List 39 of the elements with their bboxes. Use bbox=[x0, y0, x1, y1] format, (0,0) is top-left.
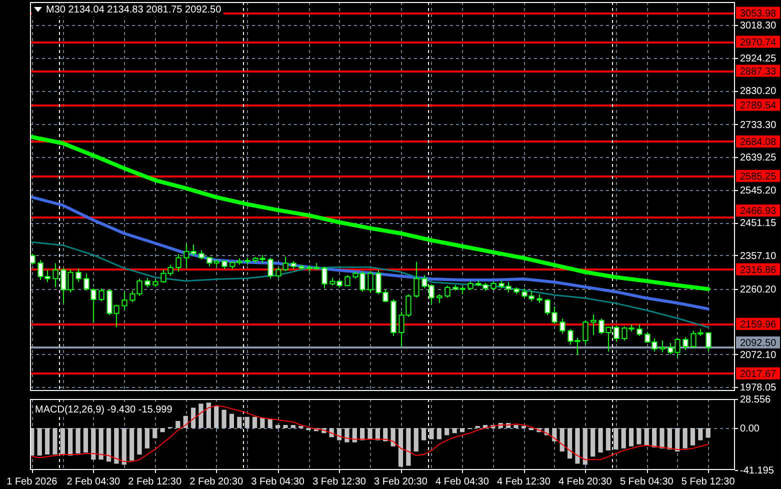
ref-line-label: 2017.67 bbox=[740, 368, 777, 380]
ref-line-label: 2887.33 bbox=[740, 66, 777, 78]
ref-line-label: 2970.74 bbox=[740, 37, 777, 48]
ref-line-label: 2316.86 bbox=[740, 264, 777, 276]
y-tick-label: 2451.15 bbox=[740, 218, 777, 230]
ref-line-label: 2466.93 bbox=[740, 206, 777, 218]
ref-line-label: 2684.08 bbox=[740, 136, 777, 148]
x-tick-label: 3 Feb 20:30 bbox=[374, 476, 428, 488]
y-tick-label: 1978.05 bbox=[740, 382, 777, 394]
x-tick-label: 3 Feb 12:30 bbox=[312, 476, 366, 488]
y-tick-label: 2830.20 bbox=[740, 86, 777, 98]
ref-line-label: 3053.98 bbox=[740, 8, 777, 20]
y-tick-label: 2545.20 bbox=[740, 185, 777, 196]
ref-line-label: 2159.96 bbox=[740, 319, 777, 330]
y-tick-label: 2260.20 bbox=[740, 284, 777, 296]
y-tick-label: 2357.10 bbox=[740, 250, 777, 262]
ref-line-label: 2585.25 bbox=[740, 171, 777, 182]
x-tick-label: 5 Feb 12:30 bbox=[681, 476, 736, 488]
x-tick-label: 3 Feb 04:30 bbox=[251, 476, 305, 488]
y-tick-label: 2733.30 bbox=[740, 120, 777, 131]
x-tick-label: 4 Feb 04:30 bbox=[436, 476, 490, 488]
x-tick-label: 2 Feb 12:30 bbox=[128, 476, 182, 488]
x-tick-label: 4 Feb 20:30 bbox=[558, 476, 612, 488]
y-tick-label: 2924.25 bbox=[740, 53, 777, 64]
y-tick-label: 28.556 bbox=[740, 394, 772, 406]
x-tick-label: 5 Feb 04:30 bbox=[620, 476, 674, 488]
y-tick-label: 3018.30 bbox=[740, 20, 777, 32]
ref-line-label: 2789.54 bbox=[740, 100, 777, 112]
y-tick-label: 0.00 bbox=[740, 424, 760, 435]
ref-line-label: 2092.50 bbox=[740, 338, 777, 349]
chart-title: M30 2134.04 2134.83 2081.75 2092.50 bbox=[46, 4, 222, 16]
x-tick-label: 2 Feb 20:30 bbox=[190, 476, 244, 488]
y-tick-label: 2072.10 bbox=[740, 350, 777, 361]
x-tick-label: 4 Feb 12:30 bbox=[497, 476, 551, 488]
y-tick-label: -41.195 bbox=[740, 466, 774, 476]
text: MACD(12,26,9) -9.430 -15.999 bbox=[35, 404, 173, 416]
x-tick-label: 1 Feb 2026 bbox=[6, 476, 58, 488]
x-tick-label: 2 Feb 04:30 bbox=[66, 476, 121, 488]
y-tick-label: 2639.25 bbox=[740, 152, 777, 164]
